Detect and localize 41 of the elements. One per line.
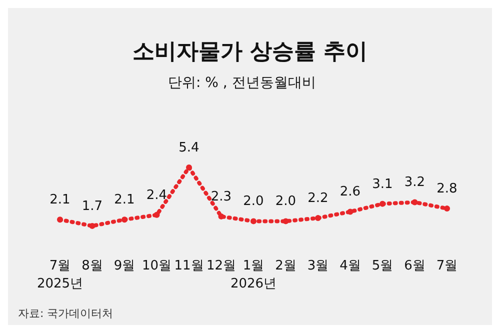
data-label: 2.8	[436, 182, 458, 197]
x-tick-label: 9월	[114, 258, 136, 274]
point	[57, 216, 63, 223]
point	[250, 218, 256, 224]
point	[282, 218, 289, 224]
x-tick-label: 3월	[307, 258, 329, 274]
chart-subtitle: 단위: % , 전년동월대비	[168, 75, 316, 91]
point	[154, 212, 160, 218]
x-tick-label: 5월	[372, 258, 394, 274]
point	[122, 216, 128, 223]
x-tick-label: 8월	[82, 258, 103, 274]
point	[89, 222, 96, 229]
data-label: 3.1	[372, 176, 393, 192]
x-tick-label: 10월	[142, 258, 172, 274]
x-tick-label: 6월	[404, 258, 426, 274]
data-label: 3.2	[404, 175, 426, 190]
data-label: 2.1	[50, 192, 70, 208]
chart-title: 소비자물가 상승률 추이	[132, 40, 368, 64]
x-tick-label: 7월 2025년	[36, 258, 84, 292]
data-label: 2.4	[146, 188, 168, 203]
data-label: 2.6	[340, 184, 361, 200]
data-label: 2.0	[243, 194, 264, 210]
data-label: 5.4	[178, 140, 200, 156]
point	[315, 215, 321, 222]
data-label: 2.2	[308, 191, 328, 206]
x-tick-label: 11월	[174, 258, 204, 274]
x-tick-label: 4월	[340, 258, 361, 274]
data-label: 2.0	[275, 194, 296, 210]
data-label: 2.3	[210, 189, 232, 204]
point	[380, 200, 386, 207]
point	[444, 206, 450, 212]
data-label: 1.7	[82, 198, 103, 214]
point	[218, 213, 224, 220]
x-tick-label: 2월	[275, 258, 296, 274]
point	[186, 164, 192, 170]
text: 자료: 국가데이터처	[18, 307, 114, 320]
x-tick-label: 7월	[436, 258, 458, 274]
point	[412, 199, 418, 206]
point	[347, 208, 354, 215]
x-tick-label: 12월	[206, 258, 236, 274]
data-label: 2.1	[114, 192, 135, 208]
